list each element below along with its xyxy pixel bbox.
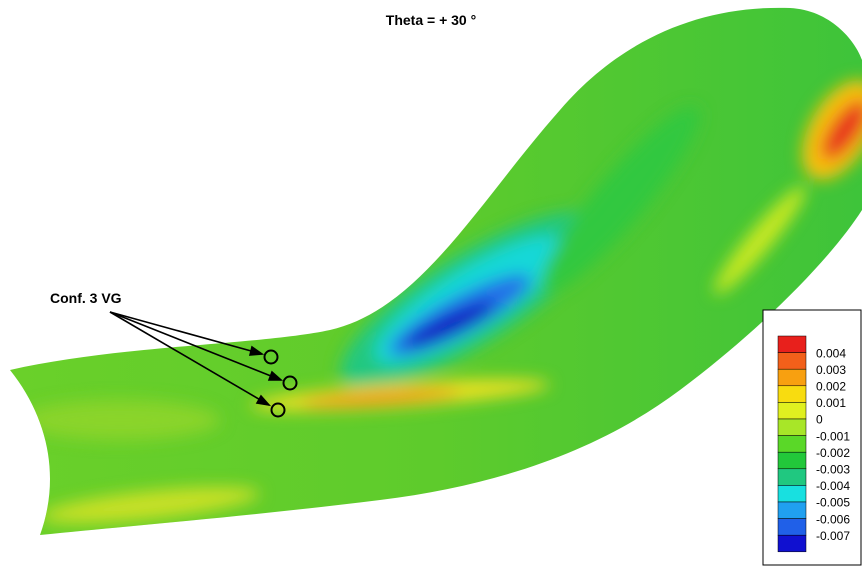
legend-label: 0.003 — [816, 363, 846, 377]
legend-label: -0.002 — [816, 446, 850, 460]
legend-swatch — [777, 451, 807, 470]
legend-label: 0.004 — [816, 346, 846, 360]
legend-swatch — [777, 501, 807, 519]
legend-swatch — [777, 385, 807, 403]
legend-swatch — [777, 418, 807, 436]
legend-label: -0.003 — [816, 462, 850, 476]
surface — [10, 7, 862, 535]
legend-label: 0.001 — [816, 396, 846, 410]
legend-label: 0.002 — [816, 379, 846, 393]
legend-swatch — [777, 534, 807, 553]
annotation: Conf. 3 VG — [50, 290, 122, 306]
legend-label: -0.006 — [816, 512, 850, 526]
title: Theta = + 30 ° — [386, 12, 476, 28]
legend-label: -0.005 — [816, 496, 850, 510]
legend-label: -0.007 — [816, 529, 850, 543]
legend-swatch — [777, 335, 807, 353]
legend-swatch — [777, 468, 807, 486]
legend-swatch — [777, 368, 807, 387]
legend-swatch — [777, 518, 807, 536]
legend-swatch — [777, 485, 807, 503]
legend-swatch — [777, 402, 807, 420]
legend-swatch — [777, 435, 807, 453]
legend-label: 0 — [816, 413, 823, 427]
legend: 0.004 0.003 0.002 0.001 0 -0.001 -0.002 -0.003 -… — [762, 309, 862, 566]
legend-label: -0.004 — [816, 479, 850, 493]
annotation-arrows — [109, 311, 298, 418]
legend-swatch — [777, 352, 807, 370]
legend-label: -0.001 — [816, 429, 850, 443]
